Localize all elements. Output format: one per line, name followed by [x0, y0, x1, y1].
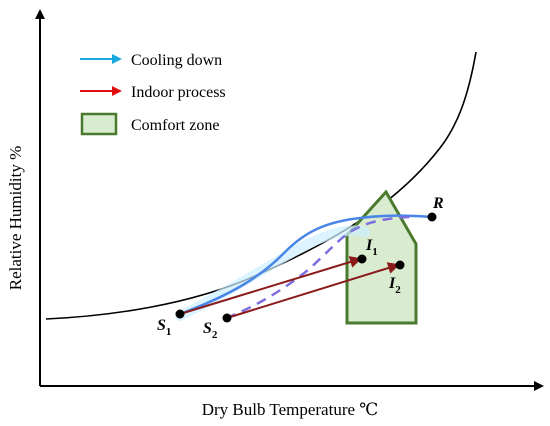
legend-comfort-swatch — [80, 112, 118, 136]
label-i1: I1 — [365, 237, 378, 258]
point-r — [427, 212, 437, 222]
label-r: R — [432, 195, 444, 212]
label-s1: S1 — [157, 317, 171, 338]
point-i1 — [357, 254, 367, 264]
process-arrow-s2-i2 — [226, 262, 400, 319]
point-i2 — [395, 260, 405, 270]
comfort-zone — [345, 189, 418, 325]
label-s2: S2 — [203, 320, 218, 341]
legend-comfort-label: Comfort zone — [131, 117, 219, 134]
point-s1 — [175, 309, 185, 319]
label-i2: I2 — [388, 275, 401, 296]
legend-indoor-label: Indoor process — [131, 84, 226, 101]
y-axis-label: Relative Humidity % — [6, 146, 25, 290]
cooling-curve-dashed — [225, 215, 411, 320]
legend: Cooling down Indoor process Comfort zone — [80, 52, 226, 136]
x-axis-label: Dry Bulb Temperature ℃ — [202, 400, 379, 419]
point-s2 — [222, 313, 232, 323]
process-glow — [175, 225, 370, 321]
process-arrow-s1-i1 — [179, 256, 362, 315]
cooling-curve-solid — [179, 214, 433, 316]
legend-cooling-label: Cooling down — [131, 52, 222, 69]
